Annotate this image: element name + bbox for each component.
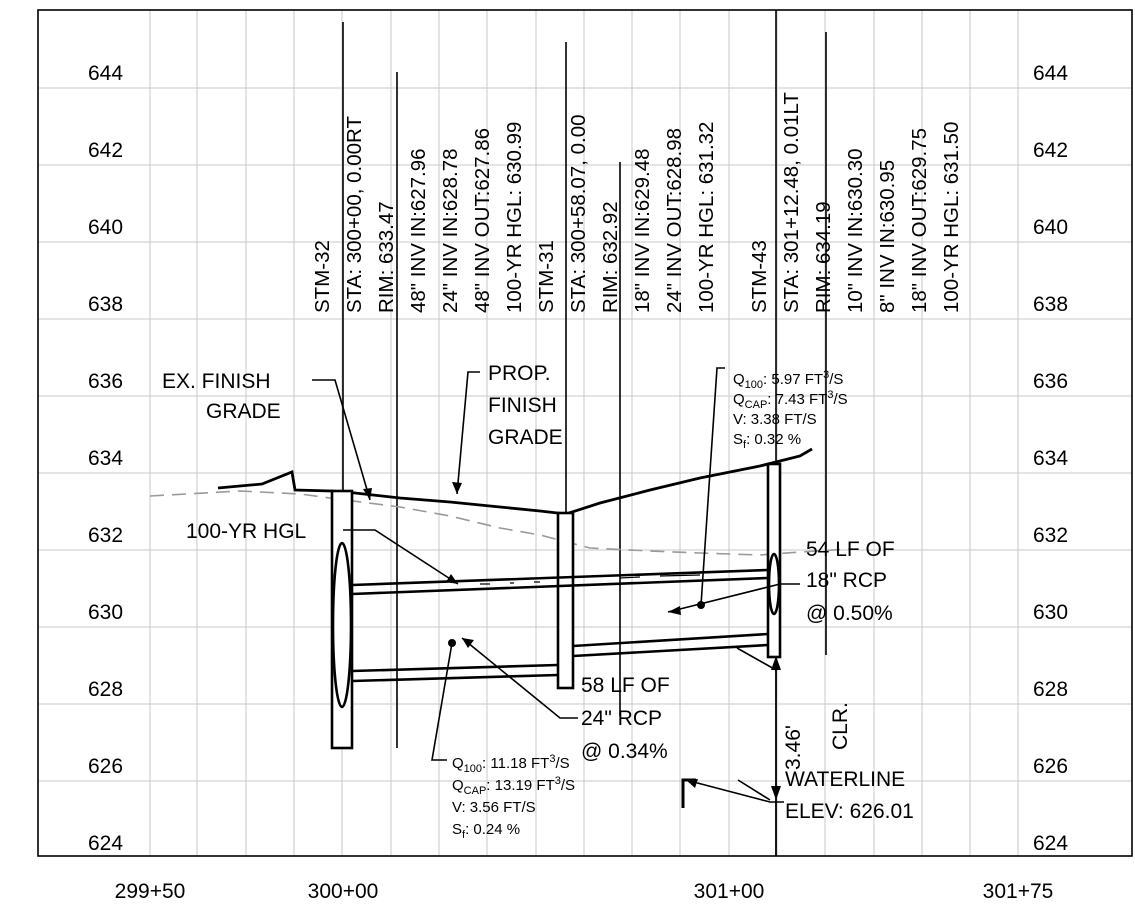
label-line: GRADE — [206, 400, 281, 423]
prop-finish-grade-label: PROP. FINISH GRADE — [488, 362, 563, 449]
callout-line: STA: 300+58.07, 0.00 — [567, 114, 590, 313]
callout-line: RIM: 634.19 — [812, 201, 835, 313]
elev-label: 636 — [1033, 370, 1068, 393]
flow-velocity: V: 3.56 FT/S — [452, 799, 536, 816]
elev-label: 624 — [1033, 832, 1068, 855]
grid-lines — [38, 10, 1132, 856]
structure-callout-stm-31: STM-31 STA: 300+58.07, 0.00 RIM: 632.92 … — [535, 114, 718, 313]
elev-label: 628 — [88, 678, 123, 701]
label-line: PROP. — [488, 362, 551, 385]
structure-callout-stm-43: STM-43 STA: 301+12.48, 0.01LT RIM: 634.1… — [748, 92, 963, 313]
label-line: @ 0.50% — [806, 602, 893, 625]
label-line: ELEV: 626.01 — [785, 800, 914, 823]
pipe-24-label: 58 LF OF 24" RCP @ 0.34% — [581, 674, 670, 763]
elev-label: 636 — [88, 370, 123, 393]
structure-callout-stm-32: STM-32 STA: 300+00, 0.00RT RIM: 633.47 4… — [311, 116, 526, 313]
station-label: 301+00 — [694, 880, 765, 903]
callout-line: STM-43 — [748, 240, 771, 313]
station-label: 301+75 — [983, 880, 1054, 903]
elev-label: 638 — [1033, 293, 1068, 316]
elev-label: 634 — [88, 447, 123, 470]
waterline-label: WATERLINE ELEV: 626.01 — [785, 768, 914, 823]
flow-table-24: Q100: 11.18 FT3/S QCAP: 13.19 FT3/S V: 3… — [452, 753, 575, 841]
proposed-grade-line — [217, 447, 813, 516]
elev-label: 638 — [88, 293, 123, 316]
elev-label: 628 — [1033, 678, 1068, 701]
ex-finish-grade-label: EX. FINISH GRADE — [162, 370, 281, 423]
pipe-18-rcp — [351, 568, 769, 596]
label-line: FINISH — [488, 394, 557, 417]
elev-label: 644 — [88, 62, 123, 85]
flow-q100: Q100: 11.18 FT3/S — [452, 753, 570, 775]
flow-q100: Q100: 5.97 FT3/S — [733, 369, 843, 391]
callout-line: 18" INV OUT:629.75 — [908, 128, 931, 313]
elev-label: 632 — [1033, 524, 1068, 547]
elev-label: 640 — [88, 216, 123, 239]
callout-line: STA: 300+00, 0.00RT — [343, 116, 366, 313]
flow-qcap: QCAP: 13.19 FT3/S — [452, 775, 575, 797]
callout-line: STM-31 — [535, 240, 558, 313]
callout-line: 10" INV IN:630.30 — [844, 148, 867, 313]
label-line: 18" RCP — [806, 569, 887, 592]
callout-line: RIM: 632.92 — [599, 201, 622, 313]
flow-velocity: V: 3.38 FT/S — [733, 411, 817, 428]
label-line: CLR. — [829, 702, 852, 750]
station-labels: 299+50 300+00 301+00 301+75 — [115, 880, 1054, 903]
elev-label: 630 — [88, 601, 123, 624]
flow-slope: Sf: 0.24 % — [452, 821, 520, 841]
pipe-18-label: 54 LF OF 18" RCP @ 0.50% — [806, 538, 895, 625]
elev-label: 634 — [1033, 447, 1068, 470]
profile-frame — [37, 9, 1133, 857]
leader-lines — [312, 367, 800, 856]
label-line: @ 0.34% — [581, 740, 668, 763]
callout-line: 8" INV IN:630.95 — [876, 160, 899, 313]
elev-label: 626 — [1033, 755, 1068, 778]
flow-table-18: Q100: 5.97 FT3/S QCAP: 7.43 FT3/S V: 3.3… — [733, 369, 848, 451]
station-label: 299+50 — [115, 880, 186, 903]
waterline-stub — [681, 778, 696, 808]
pipe-opening — [331, 541, 353, 709]
elev-label: 640 — [1033, 216, 1068, 239]
callout-line: 24" INV IN:628.78 — [439, 148, 462, 313]
elevation-labels-right: 644 642 640 638 636 634 632 630 628 626 … — [1033, 62, 1068, 855]
callout-line: 48" INV IN:627.96 — [407, 148, 430, 313]
label-line: 58 LF OF — [581, 674, 670, 697]
clearance-label: 3.46' CLR. — [782, 702, 852, 770]
pipe-24-rcp — [351, 632, 769, 683]
elevation-labels-left: 644 642 640 638 636 634 632 630 628 626 … — [88, 62, 123, 855]
label-line: EX. FINISH — [162, 370, 271, 393]
flow-slope: Sf: 0.32 % — [733, 431, 801, 451]
label-line: GRADE — [488, 426, 563, 449]
callout-line: RIM: 633.47 — [375, 201, 398, 313]
hgl-line — [480, 574, 701, 585]
manhole-stm-31 — [556, 511, 575, 690]
label-line: 24" RCP — [581, 707, 662, 730]
label-line: WATERLINE — [785, 768, 905, 791]
elev-label: 642 — [1033, 139, 1068, 162]
callout-line: 18" INV IN:629.48 — [631, 148, 654, 313]
station-label: 300+00 — [308, 880, 379, 903]
callout-line: 24" INV OUT:628.98 — [663, 128, 686, 313]
hgl-label: 100-YR HGL — [186, 520, 306, 543]
callout-line: 100-YR HGL: 631.50 — [940, 122, 963, 313]
flow-qcap: QCAP: 7.43 FT3/S — [733, 389, 848, 411]
label-line: 3.46' — [782, 725, 805, 770]
callout-line: STM-32 — [311, 240, 334, 313]
callout-line: 100-YR HGL: 630.99 — [503, 122, 526, 313]
elev-label: 642 — [88, 139, 123, 162]
callout-line: 100-YR HGL: 631.32 — [695, 122, 718, 313]
existing-grade-line — [149, 490, 851, 556]
elev-label: 644 — [1033, 62, 1068, 85]
elev-label: 630 — [1033, 601, 1068, 624]
callout-line: STA: 301+12.48, 0.01LT — [780, 92, 803, 313]
callout-line: 48" INV OUT:627.86 — [471, 128, 494, 313]
elev-label: 626 — [88, 755, 123, 778]
elev-label: 624 — [88, 832, 123, 855]
label-line: 54 LF OF — [806, 538, 895, 561]
elev-label: 632 — [88, 524, 123, 547]
